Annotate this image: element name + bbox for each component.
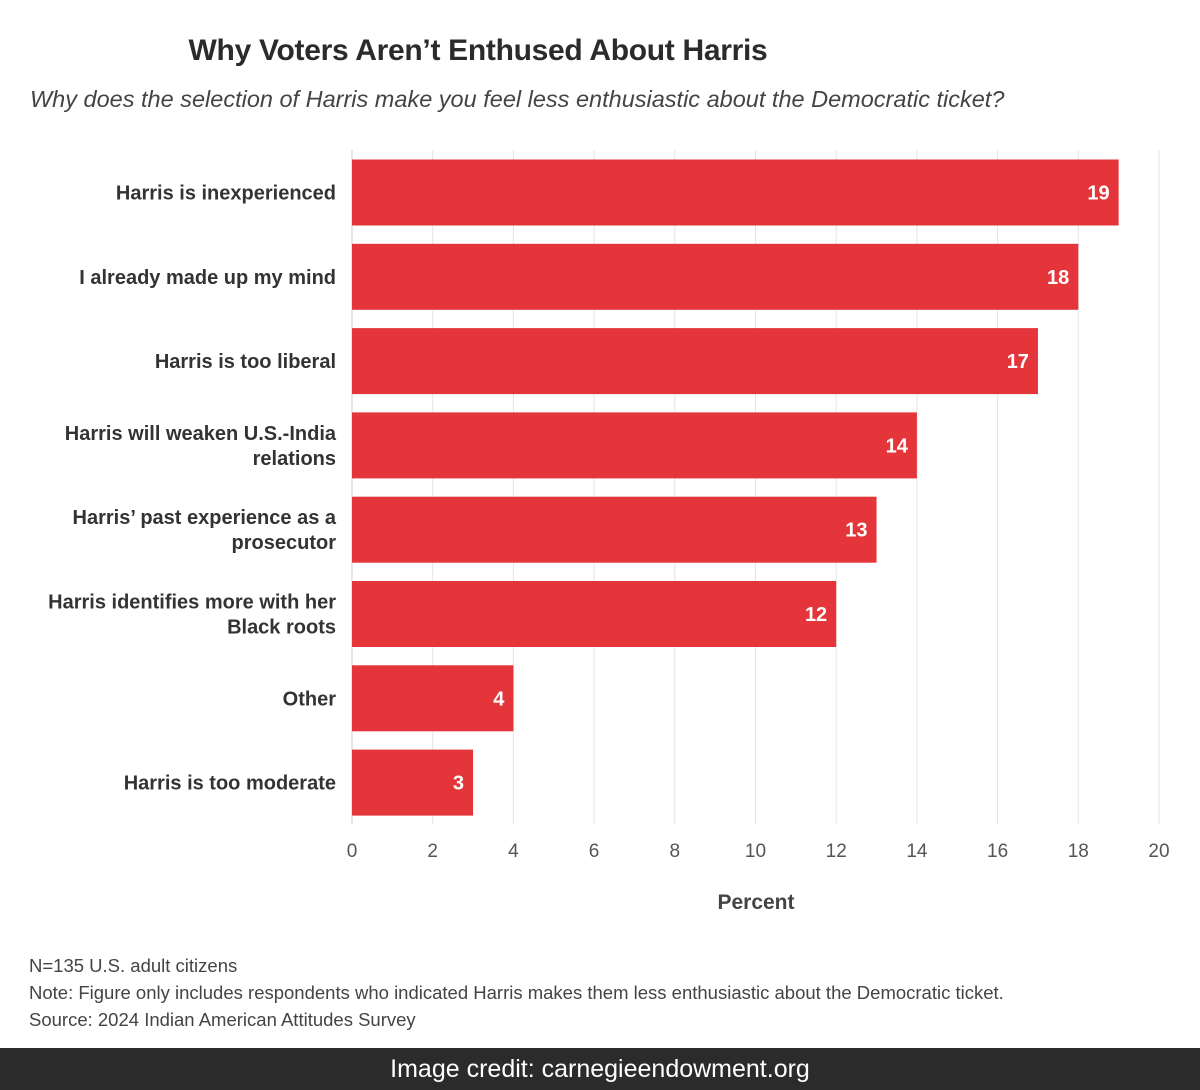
x-tick-label: 14 xyxy=(906,841,928,862)
x-tick-label: 12 xyxy=(826,841,847,862)
image-credit: Image credit: carnegieendowment.org xyxy=(0,1048,1200,1090)
x-tick-label: 10 xyxy=(745,841,766,862)
bar-value-label: 14 xyxy=(886,435,909,457)
sample-note: N=135 U.S. adult citizens xyxy=(29,955,238,976)
bar xyxy=(352,581,837,647)
bar xyxy=(352,749,474,816)
category-label: Harris is too moderate xyxy=(124,773,336,795)
x-tick-label: 16 xyxy=(987,841,1008,862)
bar xyxy=(352,665,514,732)
x-tick-label: 4 xyxy=(508,841,519,862)
bar-value-label: 19 xyxy=(1087,183,1109,205)
category-label: Harris’ past experience as a prosecutor xyxy=(73,507,337,554)
bar-value-label: 18 xyxy=(1047,267,1069,289)
x-tick-label: 20 xyxy=(1148,841,1169,862)
bar-value-label: 3 xyxy=(453,773,464,795)
bar xyxy=(352,243,1079,310)
x-tick-label: 0 xyxy=(347,841,358,862)
bar xyxy=(352,496,877,563)
chart-subtitle: Why does the selection of Harris make yo… xyxy=(30,86,1005,112)
category-label: I already made up my mind xyxy=(79,267,336,289)
bar-value-label: 4 xyxy=(493,688,505,710)
figure-note: Note: Figure only includes respondents w… xyxy=(29,982,1004,1003)
chart-title: Why Voters Aren’t Enthused About Harris xyxy=(188,34,768,67)
x-tick-label: 2 xyxy=(427,841,438,862)
bar-value-label: 17 xyxy=(1007,351,1029,373)
category-label: Harris is too liberal xyxy=(155,351,336,373)
bar-value-label: 12 xyxy=(805,604,827,626)
footnotes: N=135 U.S. adult citizens Note: Figure o… xyxy=(29,952,1004,1033)
x-axis-label: Percent xyxy=(717,891,794,914)
bar xyxy=(352,159,1119,226)
category-label: Other xyxy=(283,688,337,710)
bar xyxy=(352,412,917,479)
bar-value-label: 13 xyxy=(845,520,867,542)
bar xyxy=(352,328,1038,395)
x-tick-label: 18 xyxy=(1068,841,1089,862)
x-tick-label: 8 xyxy=(670,841,681,862)
source-note: Source: 2024 Indian American Attitudes S… xyxy=(29,1009,416,1030)
category-label: Harris will weaken U.S.-India relations xyxy=(65,423,337,470)
bar-chart: 0 2 4 6 8 10 12 14 16 18 20 Percent 19 Harris is inex… xyxy=(48,150,1170,914)
category-label: Harris identifies more with her Black roo… xyxy=(48,592,336,639)
category-label: Harris is inexperienced xyxy=(116,183,336,205)
x-tick-label: 6 xyxy=(589,841,600,862)
